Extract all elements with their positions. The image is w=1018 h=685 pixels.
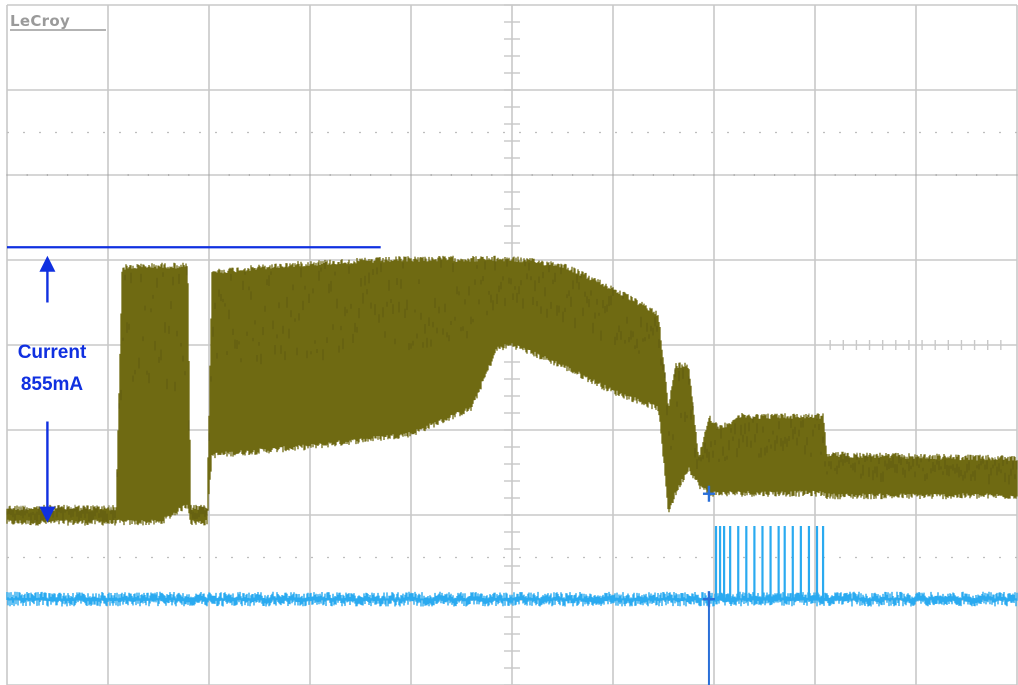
current-trace-texture <box>6 257 1018 524</box>
arrow-up-icon <box>39 255 56 272</box>
trace-area <box>6 255 1018 607</box>
marker-layer <box>7 246 715 685</box>
lecroy-logo: LeCroy <box>10 12 70 30</box>
measurement-label-name: Current <box>18 342 87 363</box>
arrow-down-icon <box>39 506 56 523</box>
measurement-label-value: 855mA <box>21 374 84 395</box>
